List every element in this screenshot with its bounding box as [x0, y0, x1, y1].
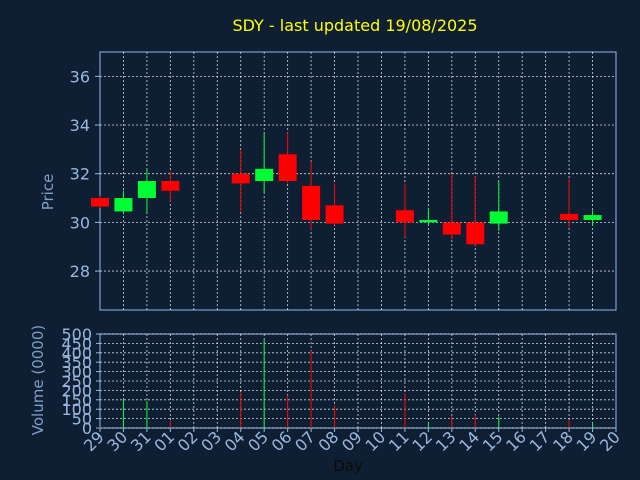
candle-body — [442, 222, 461, 235]
x-axis: 2930310102030405060708091011121314151617… — [80, 427, 624, 455]
candle — [489, 181, 508, 231]
candle-body — [489, 211, 508, 224]
candle — [231, 149, 250, 212]
volume-tick-label: 350 — [61, 353, 92, 372]
candle — [466, 176, 485, 246]
price-tick-label: 30 — [70, 213, 90, 232]
volume-tick-label: 0 — [82, 419, 92, 438]
price-tick-label: 36 — [70, 67, 90, 86]
candle — [442, 173, 461, 240]
candle-body — [466, 222, 485, 245]
candle — [325, 183, 344, 225]
volume-tick-label: 100 — [61, 400, 92, 419]
candle — [255, 132, 274, 194]
volume-axis-label: Volume (0000) — [29, 325, 47, 435]
candle-body — [325, 205, 344, 224]
price-tick-label: 34 — [70, 116, 90, 135]
candle-body — [395, 210, 414, 223]
price-tick-label: 32 — [70, 165, 90, 184]
volume-tick-label: 250 — [61, 372, 92, 391]
volume-tick-label: 400 — [61, 344, 92, 363]
candle — [137, 168, 156, 213]
candle-body — [114, 198, 133, 212]
candle-body — [255, 168, 274, 181]
volume-tick-label: 150 — [61, 391, 92, 410]
candle-body — [302, 185, 321, 220]
volume-tick-label: 300 — [61, 363, 92, 382]
candle — [395, 183, 414, 237]
x-tick-label: 20 — [596, 427, 624, 455]
candle — [560, 178, 579, 228]
candle-body — [583, 215, 602, 220]
x-axis-label: Day — [333, 457, 363, 475]
candle — [278, 132, 297, 184]
volume-tick-label: 200 — [61, 381, 92, 400]
candle-body — [419, 219, 438, 223]
volume-tick-label: 450 — [61, 334, 92, 353]
candle — [91, 195, 109, 208]
volume-tick-label: 500 — [61, 325, 92, 344]
candle-body — [560, 213, 579, 220]
price-panel: 28 30 32 34 36 — [70, 51, 617, 311]
candle-body — [137, 181, 156, 199]
candle — [161, 171, 180, 202]
candle — [114, 190, 133, 213]
volume-tick-label: 50 — [72, 410, 92, 429]
candle — [419, 207, 438, 225]
candle — [302, 161, 321, 230]
chart-title: SDY - last updated 19/08/2025 — [232, 16, 477, 35]
price-axis-label: Price — [39, 174, 57, 211]
price-tick-label: 28 — [70, 262, 90, 281]
candle-body — [278, 154, 297, 181]
candle — [583, 210, 602, 227]
candle-body — [231, 173, 250, 184]
candle-body — [161, 181, 180, 191]
candle-body — [91, 198, 109, 207]
